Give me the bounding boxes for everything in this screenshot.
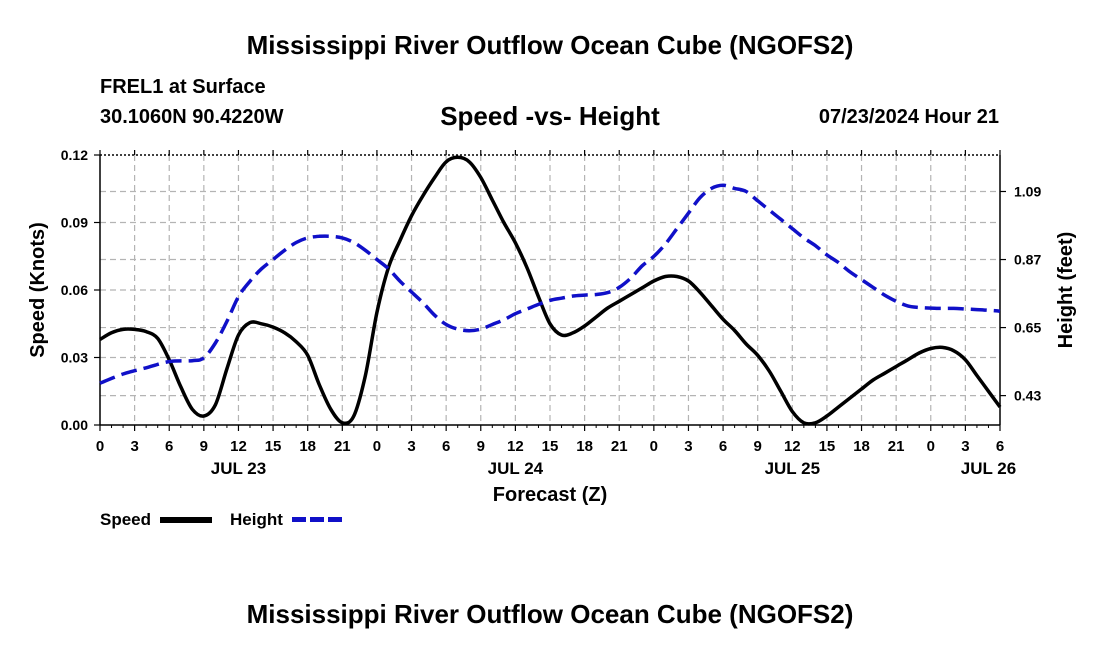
x-tick-label: 6 <box>165 438 173 455</box>
x-axis-title: Forecast (Z) <box>493 484 607 506</box>
x-tick-label: 15 <box>819 438 836 455</box>
chart-main-title: Mississippi River Outflow Ocean Cube (NG… <box>246 30 854 60</box>
x-tick-label: 0 <box>373 438 381 455</box>
x-date-label: JUL 23 <box>211 459 266 478</box>
station-coordinates: 30.1060N 90.4220W <box>100 106 284 128</box>
x-tick-label: 15 <box>542 438 559 455</box>
x-tick-label: 18 <box>576 438 593 455</box>
y2-tick-label: 0.65 <box>1014 320 1041 336</box>
legend-speed-swatch <box>160 517 212 523</box>
x-tick-label: 0 <box>927 438 935 455</box>
x-tick-label: 21 <box>334 438 351 455</box>
x-tick-label: 0 <box>96 438 104 455</box>
y2-tick-label: 0.87 <box>1014 252 1041 268</box>
x-tick-label: 12 <box>784 438 801 455</box>
x-tick-label: 12 <box>230 438 247 455</box>
footer-title: Mississippi River Outflow Ocean Cube (NG… <box>246 599 854 629</box>
station-label: FREL1 at Surface <box>100 76 266 98</box>
x-tick-label: 6 <box>996 438 1004 455</box>
x-tick-label: 9 <box>200 438 208 455</box>
x-tick-label: 3 <box>961 438 969 455</box>
chart-subtitle: Speed -vs- Height <box>440 101 660 131</box>
x-tick-label: 9 <box>477 438 485 455</box>
x-tick-label: 6 <box>719 438 727 455</box>
y-tick-label: 0.12 <box>61 147 88 163</box>
legend-speed-label: Speed <box>100 510 152 529</box>
x-tick-label: 15 <box>265 438 282 455</box>
speed-series-line <box>99 155 1002 426</box>
x-tick-label: 21 <box>611 438 628 455</box>
x-tick-label: 3 <box>684 438 692 455</box>
y2-axis-title: Height (feet) <box>1055 232 1077 349</box>
x-date-label: JUL 24 <box>488 459 544 478</box>
y-tick-label: 0.03 <box>61 350 88 366</box>
x-date-label: JUL 25 <box>765 459 820 478</box>
legend-height-swatch <box>292 517 342 522</box>
x-tick-label: 9 <box>754 438 762 455</box>
y-tick-label: 0.00 <box>61 417 88 433</box>
x-tick-label: 3 <box>407 438 415 455</box>
x-tick-label: 3 <box>130 438 138 455</box>
x-date-label: JUL 26 <box>961 459 1016 478</box>
x-tick-label: 0 <box>650 438 658 455</box>
x-tick-label: 18 <box>853 438 870 455</box>
y2-tick-label: 0.43 <box>1014 388 1041 404</box>
y-axis-title: Speed (Knots) <box>27 222 49 358</box>
y2-tick-label: 1.09 <box>1014 183 1041 199</box>
height-series-line <box>99 183 1001 385</box>
x-tick-label: 18 <box>299 438 316 455</box>
x-tick-label: 12 <box>507 438 524 455</box>
y-tick-label: 0.06 <box>61 282 88 298</box>
y-tick-label: 0.09 <box>61 215 88 231</box>
legend-height-label: Height <box>230 510 283 529</box>
x-tick-label: 21 <box>888 438 905 455</box>
forecast-datetime: 07/23/2024 Hour 21 <box>818 106 999 128</box>
x-tick-label: 6 <box>442 438 450 455</box>
